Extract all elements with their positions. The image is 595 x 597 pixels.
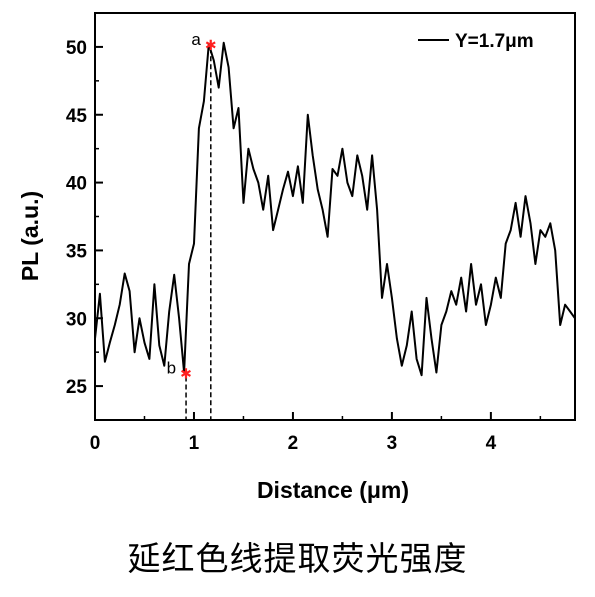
y-tick-label: 50: [66, 38, 87, 59]
marker-point-a: ✱: [205, 38, 217, 54]
x-axis-title: Distance (μm): [257, 477, 409, 503]
series-line: [94, 41, 576, 377]
marker-dropdown-lines: [185, 48, 212, 420]
series-layer: [94, 41, 576, 377]
chart-caption: 延红色线提取荧光强度: [127, 539, 468, 578]
marker-layer: ✱a✱b: [167, 30, 217, 382]
marker-label-a: a: [191, 30, 201, 49]
y-axis-title: PL (a.u.): [17, 191, 43, 281]
x-tick-label: 3: [387, 433, 398, 454]
x-tick-label: 0: [90, 433, 101, 454]
y-tick-label: 40: [66, 174, 87, 195]
axes-frame: 0 1 2 3 4 25 30 35 40 45 50: [66, 12, 576, 454]
y-tick-label: 45: [66, 106, 88, 127]
x-tick-label: 4: [486, 433, 497, 454]
marker-point-b: ✱: [180, 367, 192, 383]
legend: Y=1.7μm: [418, 31, 534, 52]
y-tick-label: 35: [66, 241, 88, 262]
y-tick-label: 30: [66, 309, 87, 330]
marker-label-b: b: [167, 359, 176, 378]
legend-label: Y=1.7μm: [455, 31, 534, 52]
y-tick-label: 25: [66, 377, 88, 398]
x-tick-label: 2: [288, 433, 299, 454]
x-tick-label: 1: [189, 433, 200, 454]
